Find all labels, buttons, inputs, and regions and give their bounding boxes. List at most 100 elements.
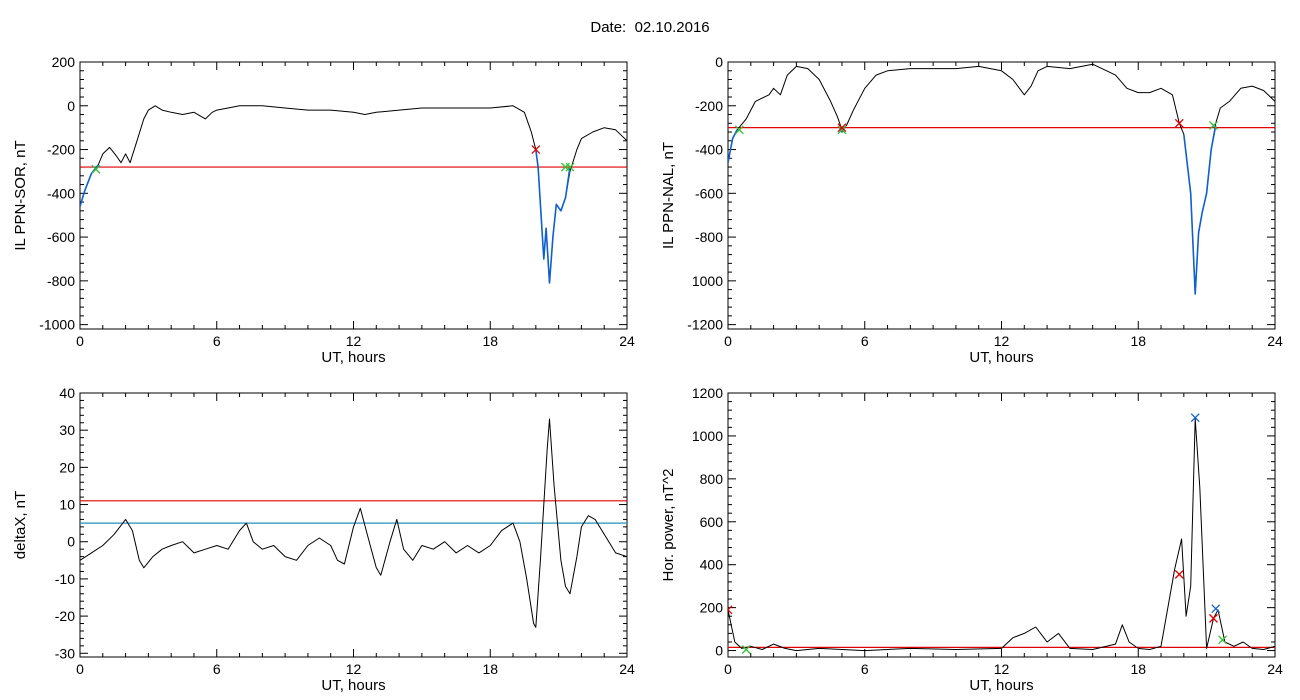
x-tick-label: 12 [994,661,1010,677]
event-series-line [728,129,738,163]
x-tick-label: 6 [861,661,869,677]
x-tick-label: 12 [346,333,362,349]
event-marker-stroke [1209,121,1218,130]
y-axis-label: deltaX, nT [12,491,29,559]
event-marker [1190,413,1200,423]
event-marker [837,123,847,133]
series-line [728,418,1275,652]
y-tick-label: 200 [700,600,724,616]
x-tick-label: 18 [482,661,498,677]
y-axis-label: Hor. power, nT^2 [660,469,677,582]
date-value: 02.10.2016 [634,19,710,36]
date-label: Date: [590,19,627,36]
y-tick-label: -600 [47,229,75,245]
plot-area [728,63,1275,295]
x-tick-label: 0 [724,333,732,349]
y-tick-label: -400 [695,142,723,158]
chart-sor: 0 6 12 18 24 200 0 -200 -400 -600 -800 -1000 UT, hou… [12,54,635,366]
plot-frame [79,61,628,330]
event-marker [531,145,541,155]
event-marker [1211,604,1221,614]
x-tick-label: 0 [76,661,84,677]
y-tick-label: 0 [67,534,75,550]
y-tick-label: -10 [55,571,75,587]
y-tick-label: 0 [67,98,75,114]
event-marker [728,605,733,615]
event-marker-stroke [1209,613,1218,623]
y-tick-label: 1200 [692,385,723,401]
x-tick-label: 0 [724,661,732,677]
series-line [80,105,627,284]
y-tick-label: 600 [700,514,724,530]
x-tick-label: 6 [213,661,221,677]
plot-frame [727,392,1276,658]
x-tick-label: 24 [619,333,635,349]
y-tick-label: -400 [47,185,75,201]
event-marker [734,125,744,135]
x-tick-label: 0 [76,333,84,349]
event-marker-stroke [91,164,101,174]
event-marker-stroke [1218,635,1228,645]
x-tick-label: 18 [1130,661,1146,677]
y-tick-label: -600 [695,185,723,201]
y-axis-label: IL PPN-NAL, nT [660,142,677,249]
y-tick-label: 0 [715,54,723,70]
event-marker-stroke [741,645,751,654]
y-axis-label: IL PPN-SOR, nT [12,140,29,250]
event-marker [1218,635,1228,645]
y-tick-label: -200 [695,98,723,114]
x-tick-label: 24 [619,661,635,677]
event-marker [1174,569,1184,579]
y-tick-label: 1000 [692,273,723,289]
y-tick-label: 0 [715,643,723,659]
event-marker [837,125,847,135]
event-marker-stroke [1211,604,1221,614]
y-tick-label: 30 [59,422,75,438]
plot-frame [79,392,628,658]
event-marker-stroke [1174,118,1184,128]
chart-power: 0 6 12 18 24 1200 1000 800 600 400 200 0 UT, hours Ho… [660,385,1283,694]
x-axis-label: UT, hours [969,677,1033,694]
y-tick-label: 800 [700,471,724,487]
y-tick-label: 40 [59,385,75,401]
event-marker-stroke [837,123,847,133]
event-marker-stroke [734,125,744,135]
y-tick-label: -1000 [39,317,75,333]
y-tick-label: -20 [55,608,75,624]
event-marker-stroke [1174,569,1184,579]
y-tick-label: -1200 [687,317,723,333]
x-tick-label: 6 [213,333,221,349]
y-tick-label: 400 [700,557,724,573]
event-marker [1209,121,1218,130]
series-line [80,418,627,628]
event-marker-stroke [565,162,575,172]
chart-deltax: 0 6 12 18 24 40 30 20 10 0 -10 -20 -30 UT, hours delta… [12,385,635,694]
x-tick-label: 6 [861,333,869,349]
plot-area [80,418,627,628]
event-series-line [1183,125,1217,295]
event-marker [91,164,101,174]
event-marker-stroke [531,145,541,155]
date-title: Date: 02.10.2016 [0,19,1300,36]
x-tick-label: 24 [1267,333,1283,349]
event-marker-stroke [728,605,733,611]
x-tick-label: 24 [1267,661,1283,677]
event-series-line [80,164,99,207]
y-tick-label: -30 [55,645,75,661]
x-tick-label: 12 [346,661,362,677]
plot-area [728,413,1275,654]
y-tick-label: 1000 [692,428,723,444]
y-tick-label: -200 [47,142,75,158]
event-marker-stroke [728,608,733,615]
x-axis-label: UT, hours [969,349,1033,366]
x-axis-label: UT, hours [321,349,385,366]
x-tick-label: 12 [994,333,1010,349]
event-marker [565,162,575,172]
y-tick-label: -800 [47,273,75,289]
plot-area [80,105,627,284]
plot-frame [727,61,1276,330]
y-tick-label: 20 [59,459,75,475]
event-marker [1174,118,1184,128]
event-marker-stroke [837,125,847,135]
